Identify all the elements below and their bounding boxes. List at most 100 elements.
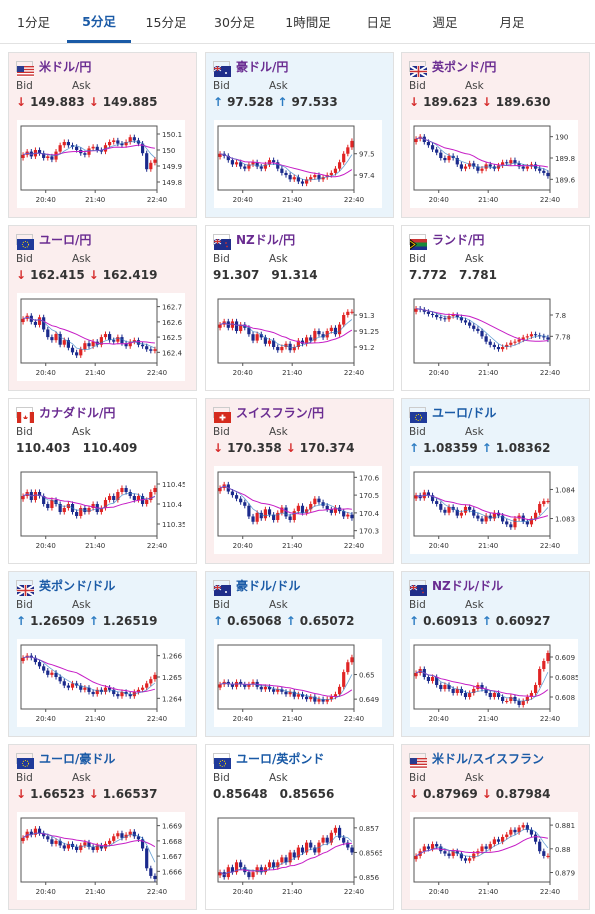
candle xyxy=(239,324,243,331)
pair-name[interactable]: ユーロ/豪ドル xyxy=(39,752,116,766)
pair-name[interactable]: 英ポンド/円 xyxy=(432,60,497,74)
currency-card[interactable]: 英ポンド/ドル Bid Ask ↑ 1.26509 ↑ 1.26519 1.266 1.265 1… xyxy=(8,571,197,737)
candlestick-chart[interactable]: 150.1 150 149.9 149.8 20:40 21:40 22:40 xyxy=(17,120,185,208)
candlestick-chart[interactable]: 110.45 110.4 110.35 20:40 21:40 22:40 xyxy=(17,466,185,554)
candlestick-chart[interactable]: 162.7 162.6 162.5 162.4 20:40 21:40 22:40 xyxy=(17,293,185,381)
bid-value: 0.87969 xyxy=(423,787,478,801)
currency-card[interactable]: ランド/円 Bid Ask 7.772 7.781 7.8 7.78 20:40 21:40 22… xyxy=(401,225,590,391)
candlestick-chart[interactable]: 0.609 0.6085 0.608 20:40 21:40 22:40 xyxy=(410,639,578,727)
ask-label: Ask xyxy=(269,599,288,611)
pair-name[interactable]: 英ポンド/ドル xyxy=(39,579,116,593)
candle xyxy=(317,175,321,180)
currency-card[interactable]: ユーロ/英ポンド Bid Ask 0.85648 0.85656 0.857 0.8565 0… xyxy=(205,744,394,910)
candlestick-chart[interactable]: 190 189.8 189.6 20:40 21:40 22:40 xyxy=(410,120,578,208)
candlestick-chart[interactable]: 7.8 7.78 20:40 21:40 22:40 xyxy=(410,293,578,381)
currency-card[interactable]: 豪ドル/円 Bid Ask ↑ 97.528 ↑ 97.533 97.5 97.4 20:40 21… xyxy=(205,52,394,218)
x-tick-label: 20:40 xyxy=(429,196,449,204)
pair-name[interactable]: NZドル/円 xyxy=(236,233,296,247)
pair-name[interactable]: 米ドル/円 xyxy=(39,60,92,74)
candlestick-chart[interactable]: 91.3 91.25 91.2 20:40 21:40 22:40 xyxy=(214,293,382,381)
candle xyxy=(112,836,116,841)
tab-2[interactable]: 5分足 xyxy=(67,0,131,43)
pair-name[interactable]: ユーロ/ドル xyxy=(432,406,497,420)
tab-3[interactable]: 15分足 xyxy=(145,15,187,30)
pair-name[interactable]: 豪ドル/ドル xyxy=(236,579,301,593)
candle xyxy=(435,149,439,153)
candlestick-chart[interactable]: 0.65 0.649 20:40 21:40 22:40 xyxy=(214,639,382,727)
candle xyxy=(247,505,251,517)
y-tick-label: 1.668 xyxy=(162,838,182,846)
candle xyxy=(50,839,54,844)
tab-8[interactable]: 月足 xyxy=(499,15,525,30)
candle xyxy=(87,343,91,347)
x-tick-label: 20:40 xyxy=(36,196,56,204)
pair-name[interactable]: スイスフラン/円 xyxy=(236,406,325,420)
candle xyxy=(325,331,329,338)
card-header: カナダドル/円 xyxy=(16,404,116,423)
pair-name[interactable]: 豪ドル/円 xyxy=(236,60,289,74)
price-values: 0.85648 0.85656 xyxy=(213,787,334,801)
bid-label: Bid xyxy=(409,80,426,92)
candle xyxy=(313,498,317,504)
tab-6[interactable]: 日足 xyxy=(366,15,392,30)
candle xyxy=(29,831,33,835)
x-tick-label: 22:40 xyxy=(344,542,364,550)
pair-name[interactable]: カナダドル/円 xyxy=(39,406,116,420)
candlestick-chart[interactable]: 1.669 1.668 1.667 1.666 20:40 21:40 22:40 xyxy=(17,812,185,900)
candlestick-chart[interactable]: 1.084 1.083 20:40 21:40 22:40 xyxy=(410,466,578,554)
candle xyxy=(62,340,66,345)
pair-name[interactable]: ユーロ/英ポンド xyxy=(236,752,325,766)
currency-card[interactable]: ユーロ/円 Bid Ask ↓ 162.415 ↓ 162.419 162.7 162.6 162… xyxy=(8,225,197,391)
tab-7[interactable]: 週足 xyxy=(432,15,458,30)
candlestick-chart[interactable]: 97.5 97.4 20:40 21:40 22:40 xyxy=(214,120,382,208)
x-tick-label: 21:40 xyxy=(478,369,498,377)
candle xyxy=(463,858,468,861)
tab-1[interactable]: 1分足 xyxy=(17,15,50,30)
currency-card[interactable]: 米ドル/スイスフラン Bid Ask ↓ 0.87969 ↓ 0.87984 0.881 0.8… xyxy=(401,744,590,910)
candle xyxy=(267,509,272,515)
currency-card[interactable]: NZドル/ドル Bid Ask ↑ 0.60913 ↑ 0.60927 0.609 0.6085… xyxy=(401,571,590,737)
candle xyxy=(439,152,443,158)
candlestick-chart[interactable]: 0.857 0.8565 0.856 20:40 21:40 22:40 xyxy=(214,812,382,900)
candle xyxy=(317,331,321,335)
x-tick-label: 22:40 xyxy=(540,888,560,896)
card-header: ユーロ/ドル xyxy=(409,404,497,423)
candle xyxy=(546,337,550,340)
pair-name[interactable]: 米ドル/スイスフラン xyxy=(432,752,545,766)
candle xyxy=(230,321,235,328)
pair-name[interactable]: ランド/円 xyxy=(432,233,485,247)
candle xyxy=(533,164,538,169)
candle xyxy=(472,163,476,167)
currency-card[interactable]: ユーロ/ドル Bid Ask ↑ 1.08359 ↑ 1.08362 1.084 1.083 20… xyxy=(401,398,590,564)
currency-card[interactable]: 英ポンド/円 Bid Ask ↓ 189.623 ↓ 189.630 190 189.8 189.… xyxy=(401,52,590,218)
candle xyxy=(329,509,333,513)
candle xyxy=(533,834,538,842)
pair-name[interactable]: ユーロ/円 xyxy=(39,233,92,247)
y-tick-label: 7.78 xyxy=(555,333,571,341)
x-tick-label: 21:40 xyxy=(85,715,105,723)
candle xyxy=(255,162,259,167)
price-values: 110.403 110.409 xyxy=(16,441,137,455)
candle xyxy=(124,488,128,492)
x-tick-label: 22:40 xyxy=(147,888,167,896)
tab-4[interactable]: 30分足 xyxy=(214,15,255,30)
currency-card[interactable]: スイスフラン/円 Bid Ask ↓ 170.358 ↓ 170.374 170.6 170.5… xyxy=(205,398,394,564)
candle xyxy=(58,145,62,152)
currency-card[interactable]: ユーロ/豪ドル Bid Ask ↓ 1.66523 ↓ 1.66537 1.669 1.668 1… xyxy=(8,744,197,910)
candle xyxy=(288,852,292,863)
pair-name[interactable]: NZドル/ドル xyxy=(432,579,504,593)
currency-card[interactable]: 米ドル/円 Bid Ask ↓ 149.883 ↓ 149.885 150.1 150 149.9… xyxy=(8,52,197,218)
candlestick-chart[interactable]: 1.266 1.265 1.264 20:40 21:40 22:40 xyxy=(17,639,185,727)
ask-label: Ask xyxy=(269,80,288,92)
candlestick-chart[interactable]: 170.6 170.5 170.4 170.3 20:40 21:40 22:40 xyxy=(214,466,382,554)
currency-card[interactable]: カナダドル/円 Bid Ask 110.403 110.409 110.45 110.4 11… xyxy=(8,398,197,564)
currency-card[interactable]: NZドル/円 Bid Ask 91.307 91.314 91.3 91.25 91.2 20:… xyxy=(205,225,394,391)
ask-value: 0.85656 xyxy=(279,787,335,801)
candle xyxy=(79,845,83,850)
currency-card[interactable]: 豪ドル/ドル Bid Ask ↑ 0.65068 ↑ 0.65072 0.65 0.649 20:… xyxy=(205,571,394,737)
tab-5[interactable]: 1時間足 xyxy=(285,15,331,30)
candle xyxy=(234,862,239,873)
candlestick-chart[interactable]: 0.881 0.88 0.879 20:40 21:40 22:40 xyxy=(410,812,578,900)
candle xyxy=(296,505,300,512)
candle xyxy=(346,514,350,517)
